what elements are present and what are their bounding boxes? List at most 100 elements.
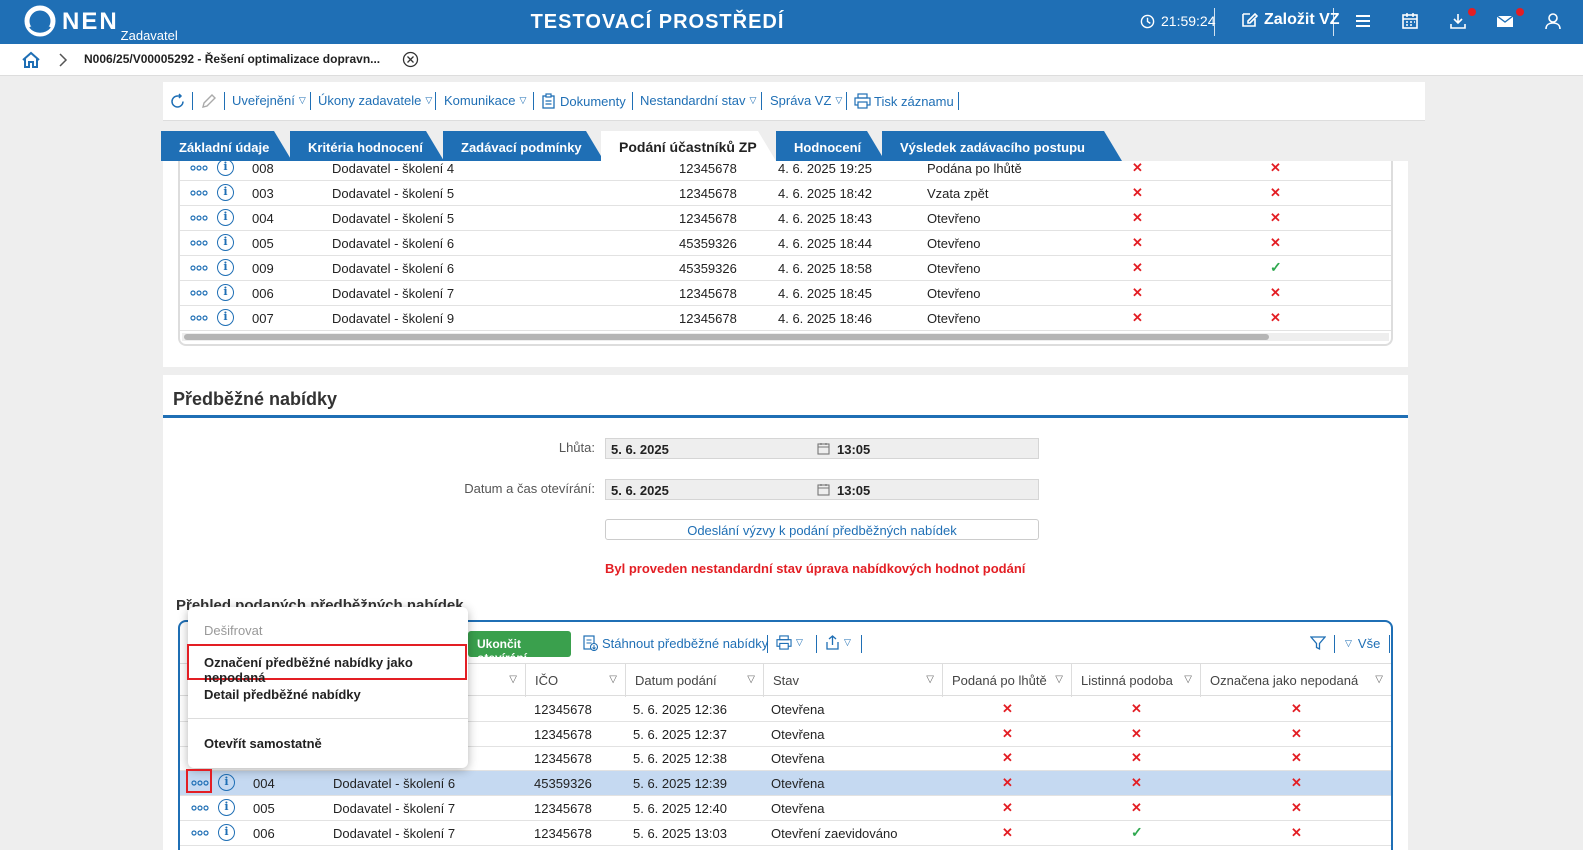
info-icon[interactable]: i [217,259,234,276]
column-header-status[interactable]: Stav ▽ [763,664,942,697]
tab-procedure-result[interactable]: Výsledek zadávacího postupu [882,131,1122,161]
column-header-late[interactable]: Podaná po lhůtě ▽ [942,664,1071,697]
action-toolbar: Uveřejnění ▽ Úkony zadavatele ▽ Komunikace… [163,82,1425,121]
menu-item-detail[interactable]: Detail předběžné nabídky [204,687,361,702]
refresh-icon[interactable] [169,93,186,110]
tab-tender-conditions[interactable]: Zadávací podmínky [443,131,604,161]
tab-label: Zadávací podmínky [461,140,582,155]
info-icon[interactable]: i [217,284,234,301]
scrollbar-thumb[interactable] [184,334,1269,340]
filter-caret-icon[interactable]: ▽ [747,674,755,685]
calendar-icon [817,484,830,496]
row-number: 004 [252,211,274,226]
more-actions-icon[interactable] [191,829,209,837]
nonstandard-menu[interactable]: Nestandardní stav ▽ [640,93,756,108]
column-header-paper[interactable]: Listinná podoba ▽ [1071,664,1200,697]
filter-caret-icon[interactable]: ▽ [1055,674,1063,685]
row-number: 004 [253,776,275,792]
menu-divider [188,718,468,719]
tab-evaluation[interactable]: Hodnocení [776,131,885,161]
column-header-date[interactable]: Datum podání ▽ [625,664,763,697]
home-icon[interactable] [22,51,40,69]
close-circle-icon[interactable] [402,51,419,68]
edit-icon [1242,12,1258,27]
download-icon[interactable] [1449,12,1467,30]
clock-time: 21:59:24 [1161,13,1216,29]
menu-item-open-separately[interactable]: Otevřít samostatně [204,736,322,751]
tab-label: Hodnocení [794,140,862,155]
info-icon[interactable]: i [218,774,235,792]
calendar-icon[interactable] [1401,12,1419,30]
cross-icon: ✕ [1291,775,1302,791]
status-value: Otevření zaevidováno [771,825,898,841]
divider [310,92,311,110]
user-icon[interactable] [1544,12,1562,30]
send-invitation-button[interactable]: Odeslání výzvy k podání předběžných nabí… [605,519,1039,540]
filter-caret-icon[interactable]: ▽ [1184,674,1192,685]
info-icon[interactable]: i [217,161,234,176]
supplier-name: Dodavatel - školení 7 [332,286,455,301]
more-actions-icon[interactable] [190,289,208,297]
tab-evaluation-criteria[interactable]: Kritéria hodnocení [290,131,444,161]
cross-icon: ✕ [1132,185,1143,200]
info-icon[interactable]: i [218,798,235,816]
more-actions-icon[interactable] [190,314,208,322]
menu-item-mark-unsubmitted[interactable]: Označení předběžné nabídky jako nepodaná [204,655,413,685]
submission-date: 4. 6. 2025 18:46 [778,311,872,326]
more-actions-icon[interactable] [190,189,208,197]
end-opening-button[interactable]: Ukončit otevírání [468,631,571,665]
more-actions-icon[interactable] [191,804,209,812]
filter-caret-icon[interactable]: ▽ [609,674,617,685]
info-icon[interactable]: i [217,234,234,251]
communication-label: Komunikace [444,93,516,108]
top-bar: NEN Zadavatel TESTOVACÍ PROSTŘEDÍ 21:59:… [0,0,1583,44]
column-label: Listinná podoba [1081,673,1173,688]
cross-icon: ✕ [1132,161,1143,175]
admin-menu[interactable]: Správa VZ ▽ [770,93,842,108]
more-actions-icon[interactable] [190,214,208,222]
column-header-unsubmitted[interactable]: Označena jako nepodaná ▽ [1200,664,1391,697]
horizontal-scrollbar[interactable] [182,333,1389,341]
table-row: i 005 Dodavatel - školení 6 45359326 4. 6. 2… [180,231,1391,256]
column-label: Datum podání [635,673,717,688]
filter-caret-icon[interactable]: ▽ [1375,674,1383,685]
create-vz-button[interactable]: Založit VZ [1240,11,1340,29]
filter-icon[interactable] [1310,635,1326,651]
section-title: Předběžné nabídky [173,389,338,409]
filter-caret-icon[interactable]: ▽ [926,674,934,685]
column-header-ico[interactable]: IČO ▽ [525,664,625,697]
row-number: 006 [252,286,274,301]
submissions-panel: i 007 Dodavatel - školení 9 12345678 4. 6. 2… [163,161,1408,367]
more-actions-icon[interactable] [190,264,208,272]
info-icon[interactable]: i [217,184,234,201]
download-offers-button[interactable]: Stáhnout předběžné nabídky [582,635,768,651]
divider [1214,8,1215,36]
communication-menu[interactable]: Komunikace ▽ [444,93,526,108]
nonstandard-label: Nestandardní stav [640,93,746,108]
breadcrumb-path[interactable]: N006/25/V00005292 - Řešení optimalizace … [84,52,381,66]
print-menu[interactable]: ▽ [776,635,803,650]
tab-basic-info[interactable]: Základní údaje [161,131,292,161]
print-record-button[interactable]: Tisk záznamu [854,93,954,109]
export-menu[interactable]: ▽ [825,635,851,650]
submission-date: 5. 6. 2025 12:36 [633,702,727,717]
mail-icon[interactable] [1496,12,1514,30]
column-label: Označena jako nepodaná [1210,673,1359,688]
documents-button[interactable]: Dokumenty [541,93,626,109]
status-value: Otevřena [771,702,825,717]
more-actions-icon[interactable] [191,779,209,787]
publish-menu[interactable]: Uveřejnění ▽ [232,93,306,108]
tab-participant-submissions[interactable]: Podání účastníků ZP [601,131,776,161]
more-actions-icon[interactable] [190,239,208,247]
more-actions-icon[interactable] [190,164,208,172]
info-icon[interactable]: i [217,209,234,226]
info-icon[interactable]: i [217,309,234,326]
menu-icon[interactable] [1354,12,1372,30]
actions-menu[interactable]: Úkony zadavatele ▽ [318,93,432,108]
filter-all-dropdown[interactable]: ▽ Vše [1345,636,1380,651]
nen-logo[interactable]: NEN Zadavatel [24,5,178,43]
divider [435,92,436,110]
filter-caret-icon[interactable]: ▽ [509,674,517,685]
cross-icon: ✕ [1270,285,1281,300]
info-icon[interactable]: i [218,823,235,841]
